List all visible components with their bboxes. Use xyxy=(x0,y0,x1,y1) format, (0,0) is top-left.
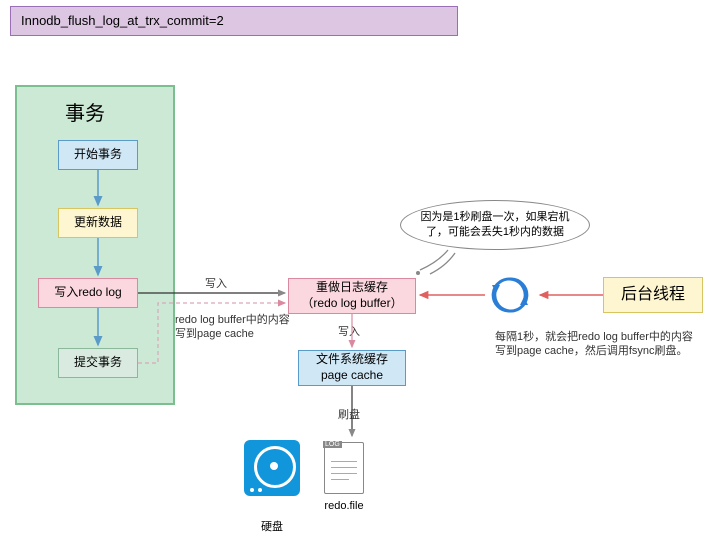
node-bg-thread: 后台线程 xyxy=(603,277,703,313)
config-banner: Innodb_flush_log_at_trx_commit=2 xyxy=(10,6,458,36)
label-write2: 写入 xyxy=(338,325,360,339)
disk-icon: 硬盘 xyxy=(244,440,300,534)
speech-bubble: 因为是1秒刷盘一次，如果宕机 了，可能会丢失1秒内的数据 xyxy=(400,200,590,250)
config-text: Innodb_flush_log_at_trx_commit=2 xyxy=(21,13,224,28)
node-page-cache: 文件系统缓存 page cache xyxy=(298,350,406,386)
file-icon: LOG redo.file xyxy=(324,442,364,512)
label-thread-note: 每隔1秒，就会把redo log buffer中的内容 写到page cache… xyxy=(495,330,693,359)
label-write1: 写入 xyxy=(205,277,227,291)
node-write-redo: 写入redo log xyxy=(38,278,138,308)
refresh-icon xyxy=(488,273,532,317)
tx-title: 事务 xyxy=(65,97,105,126)
node-commit: 提交事务 xyxy=(58,348,138,378)
node-buffer: 重做日志缓存 （redo log buffer） xyxy=(288,278,416,314)
label-buffer-note: redo log buffer中的内容 写到page cache xyxy=(175,313,290,342)
label-flush: 刷盘 xyxy=(338,408,360,422)
node-update: 更新数据 xyxy=(58,208,138,238)
node-start: 开始事务 xyxy=(58,140,138,170)
